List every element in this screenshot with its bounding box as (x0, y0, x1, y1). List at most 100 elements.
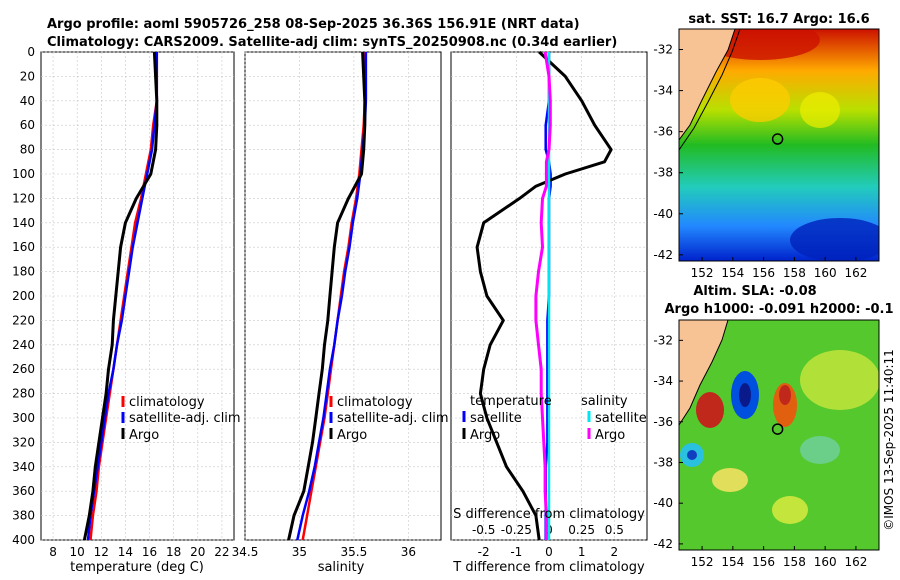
land-australia (679, 320, 728, 425)
depth-tick: 300 (12, 411, 35, 425)
s-diff-tick: 0.25 (568, 523, 595, 537)
series-line-argo (82, 51, 159, 541)
depth-tick: 140 (12, 216, 35, 230)
lat-tick: -32 (653, 333, 673, 347)
salinity-legend: climatology satellite-adj. clim Argo (329, 395, 449, 443)
x-tick: 12 (94, 545, 109, 559)
isobath (679, 29, 741, 151)
x-tick: 0 (545, 545, 553, 559)
depth-tick: 280 (12, 387, 35, 401)
x-tick: 36 (401, 545, 416, 559)
salinity-grid (244, 51, 441, 541)
series-line-argo (287, 51, 367, 541)
temperature-xlabel: temperature (deg C) (70, 560, 204, 575)
sst-lon-ticks: 152 154 156 158 160 162 (691, 257, 867, 280)
lon-tick: 154 (721, 266, 744, 280)
lon-tick: 158 (783, 266, 806, 280)
x-tick: 10 (70, 545, 85, 559)
depth-tick: 100 (12, 167, 35, 181)
sst-lat-ticks: -32 -34 -36 -38 -40 -42 (653, 43, 683, 262)
land-australia (679, 29, 735, 140)
sst-map: sat. SST: 16.7 Argo: 16.6 -32 -34 -36 -38 -4… (653, 12, 880, 280)
temperature-panel: 0 20 40 60 80 100 120 140 160 180 200 220 240 260 280 3… (12, 45, 241, 575)
difference-legend: temperature salinity satellite Argo sate… (462, 394, 647, 443)
salinity-panel: 34.5 35 35.5 36 salinity climatology satell… (232, 51, 449, 575)
depth-tick-labels: 0 20 40 60 80 100 120 140 160 180 200 220 240 260 280 3… (12, 45, 35, 547)
lon-tick: 154 (721, 555, 744, 569)
depth-tick: 180 (12, 265, 35, 279)
depth-tick: 240 (12, 338, 35, 352)
lon-tick: 156 (752, 555, 775, 569)
depth-tick: 80 (20, 143, 35, 157)
s-diff-tick: 0.5 (605, 523, 624, 537)
legend-climatology: climatology (337, 395, 413, 410)
sla-map-title-line2: Argo h1000: -0.091 h2000: -0.1 (664, 302, 893, 317)
sla-low-sw-core (687, 450, 697, 460)
legend-satellite: satellite-adj. clim (337, 411, 449, 426)
depth-tick: 120 (12, 191, 35, 205)
sla-high-east-core (779, 385, 791, 405)
legend-header-temperature: temperature (470, 394, 552, 409)
legend-s-satellite: satellite (595, 411, 647, 426)
legend-t-argo: Argo (470, 428, 500, 443)
depth-tick: 260 (12, 362, 35, 376)
sst-map-frame (678, 28, 880, 262)
lon-tick: 152 (691, 555, 714, 569)
sla-high-west (696, 392, 724, 428)
lat-tick: -42 (653, 248, 673, 262)
legend-climatology: climatology (129, 395, 205, 410)
lon-tick: 162 (844, 266, 867, 280)
salinity-tick-labels: 34.5 35 35.5 36 (232, 545, 416, 559)
lat-tick: -34 (653, 374, 673, 388)
salinity-lines (287, 51, 368, 541)
difference-lines (475, 50, 613, 541)
sla-high-se (772, 496, 808, 524)
sla-low-core (739, 383, 751, 407)
series-line-t-argo (475, 50, 613, 541)
x-tick: 2 (611, 545, 619, 559)
x-tick: 20 (190, 545, 205, 559)
series-line-s-argo (534, 51, 552, 540)
x-tick: 8 (49, 545, 57, 559)
legend-satellite: satellite-adj. clim (129, 411, 241, 426)
t-difference-xlabel: T difference from climatology (452, 560, 645, 575)
series-line-satellite-adj-clim (86, 52, 159, 541)
x-tick: 35.5 (341, 545, 368, 559)
difference-panel: -2 -1 0 1 2 -0.5 -0.25 0 0.25 0.5 S difference f… (450, 50, 648, 575)
lat-tick: -32 (653, 43, 673, 57)
legend-argo: Argo (337, 428, 367, 443)
sla-lon-ticks: 152 154 156 158 160 162 (691, 546, 867, 569)
lon-tick: 152 (691, 266, 714, 280)
salinity-xlabel: salinity (318, 560, 365, 575)
depth-tick: 40 (20, 94, 35, 108)
lat-tick: -36 (653, 125, 673, 139)
x-tick: -2 (478, 545, 490, 559)
lon-tick: 160 (814, 266, 837, 280)
depth-tick: 320 (12, 435, 35, 449)
s-difference-tick-labels: -0.5 -0.25 0 0.25 0.5 (472, 523, 624, 537)
temperature-legend: climatology satellite-adj. clim Argo (121, 395, 241, 443)
lat-tick: -40 (653, 207, 673, 221)
cold-southeast (790, 218, 879, 261)
depth-tick: 20 (20, 69, 35, 83)
depth-tick: 220 (12, 313, 35, 327)
s-diff-tick: -0.25 (501, 523, 532, 537)
depth-tick: 340 (12, 460, 35, 474)
depth-tick: 400 (12, 533, 35, 547)
sla-map-frame (678, 319, 880, 551)
x-tick: 22 (214, 545, 229, 559)
lon-tick: 156 (752, 266, 775, 280)
temperature-tick-labels: 8 10 12 14 16 18 20 22 (49, 545, 229, 559)
x-tick: 14 (118, 545, 133, 559)
figure-title-line2: Climatology: CARS2009. Satellite-adj cli… (47, 35, 617, 50)
figure-title-line1: Argo profile: aoml 5905726_258 08-Sep-20… (47, 17, 580, 32)
coastline (679, 320, 729, 426)
x-tick: 18 (166, 545, 181, 559)
lat-tick: -40 (653, 496, 673, 510)
x-tick: -1 (510, 545, 522, 559)
sla-map-title-line1: Altim. SLA: -0.08 (693, 284, 816, 299)
lon-tick: 158 (783, 555, 806, 569)
depth-tick: 160 (12, 240, 35, 254)
